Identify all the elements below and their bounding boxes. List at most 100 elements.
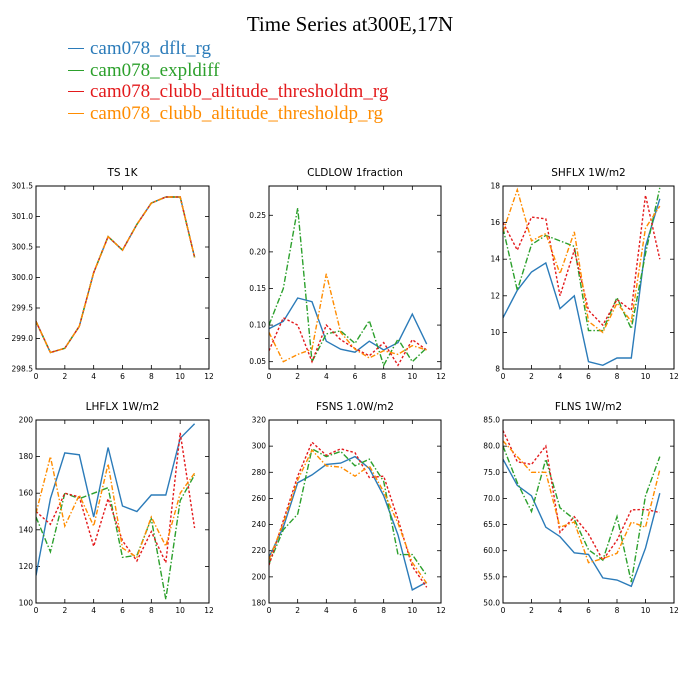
y-tick-label: 301.5 bbox=[12, 182, 34, 191]
x-tick-label: 6 bbox=[120, 606, 125, 615]
x-tick-label: 12 bbox=[204, 372, 214, 381]
y-tick-label: 299.5 bbox=[12, 304, 34, 313]
y-tick-label: 160 bbox=[19, 489, 34, 498]
x-tick-label: 2 bbox=[295, 372, 300, 381]
y-tick-label: 300 bbox=[252, 442, 267, 451]
series-line-4 bbox=[503, 187, 661, 334]
y-tick-label: 299.0 bbox=[12, 334, 34, 343]
series-line-2 bbox=[269, 447, 428, 576]
x-tick-label: 4 bbox=[324, 372, 329, 381]
x-tick-label: 8 bbox=[615, 606, 620, 615]
x-tick-label: 6 bbox=[353, 372, 358, 381]
y-tick-label: 260 bbox=[252, 494, 267, 503]
y-tick-label: 140 bbox=[19, 525, 34, 534]
x-tick-label: 12 bbox=[669, 372, 679, 381]
x-tick-label: 8 bbox=[381, 606, 386, 615]
y-tick-label: 298.5 bbox=[12, 365, 34, 374]
x-tick-label: 2 bbox=[295, 606, 300, 615]
y-tick-label: 100 bbox=[19, 599, 34, 608]
y-tick-label: 200 bbox=[19, 416, 34, 425]
x-tick-label: 6 bbox=[353, 606, 358, 615]
series-line-1 bbox=[503, 198, 661, 367]
series-line-4 bbox=[269, 448, 428, 584]
y-tick-label: 180 bbox=[19, 452, 34, 461]
x-tick-label: 4 bbox=[91, 606, 96, 615]
panel-frame bbox=[268, 419, 442, 604]
panel-frame bbox=[35, 419, 210, 604]
x-tick-label: 10 bbox=[408, 372, 418, 381]
x-tick-label: 10 bbox=[641, 606, 651, 615]
series-line-2 bbox=[36, 474, 196, 600]
x-tick-label: 2 bbox=[62, 606, 67, 615]
series-line-2 bbox=[503, 187, 661, 332]
y-tick-label: 0.25 bbox=[249, 211, 266, 220]
x-tick-label: 0 bbox=[267, 372, 272, 381]
y-tick-label: 75.0 bbox=[483, 468, 500, 477]
x-tick-label: 2 bbox=[529, 606, 534, 615]
series-line-3 bbox=[503, 195, 661, 327]
series-line-1 bbox=[503, 458, 661, 588]
series-line-3 bbox=[503, 430, 660, 562]
series-line-2 bbox=[36, 196, 196, 354]
y-tick-label: 50.0 bbox=[483, 599, 500, 608]
series-line-4 bbox=[36, 456, 196, 559]
x-tick-label: 0 bbox=[501, 372, 506, 381]
panel-frame bbox=[35, 185, 210, 370]
y-tick-label: 240 bbox=[252, 520, 267, 529]
x-tick-label: 4 bbox=[91, 372, 96, 381]
series-line-1 bbox=[36, 423, 196, 576]
x-tick-label: 6 bbox=[586, 606, 591, 615]
series-line-2 bbox=[269, 207, 428, 368]
legend-entry: cam078_dflt_rg bbox=[68, 38, 388, 60]
panel-frame bbox=[502, 185, 675, 370]
legend-label: cam078_clubb_altitude_thresholdp_rg bbox=[90, 102, 384, 124]
y-tick-label: 180 bbox=[252, 599, 267, 608]
x-tick-label: 10 bbox=[408, 606, 418, 615]
legend: cam078_dflt_rg cam078_expldiff cam078_cl… bbox=[68, 38, 388, 124]
y-tick-label: 16 bbox=[490, 218, 500, 227]
y-tick-label: 120 bbox=[19, 562, 34, 571]
x-tick-label: 10 bbox=[175, 606, 185, 615]
x-tick-label: 12 bbox=[204, 606, 214, 615]
series-line-4 bbox=[503, 440, 661, 564]
legend-swatch-dflt bbox=[68, 48, 84, 50]
x-tick-label: 4 bbox=[558, 372, 563, 381]
series-line-1 bbox=[36, 196, 196, 354]
x-tick-label: 12 bbox=[669, 606, 679, 615]
x-tick-label: 12 bbox=[436, 606, 446, 615]
legend-swatch-thresholdp bbox=[68, 112, 84, 114]
y-tick-label: 85.0 bbox=[483, 416, 500, 425]
panel-title: TS 1K bbox=[107, 167, 139, 179]
y-tick-label: 320 bbox=[252, 416, 267, 425]
legend-label: cam078_dflt_rg bbox=[90, 38, 212, 59]
x-tick-label: 2 bbox=[62, 372, 67, 381]
series-line-3 bbox=[36, 196, 196, 354]
x-tick-label: 6 bbox=[120, 372, 125, 381]
legend-entry: cam078_clubb_altitude_thresholdp_rg bbox=[68, 103, 388, 125]
y-tick-label: 280 bbox=[252, 468, 267, 477]
series-line-1 bbox=[269, 455, 428, 591]
legend-label: cam078_clubb_altitude_thresholdm_rg bbox=[90, 81, 389, 102]
y-tick-label: 8 bbox=[495, 365, 500, 374]
y-tick-label: 12 bbox=[490, 291, 500, 300]
series-line-3 bbox=[36, 432, 196, 566]
x-tick-label: 10 bbox=[175, 372, 185, 381]
x-tick-label: 4 bbox=[324, 606, 329, 615]
series-line-1 bbox=[269, 297, 428, 353]
y-tick-label: 300.5 bbox=[12, 243, 34, 252]
panel-title: FLNS 1W/m2 bbox=[555, 401, 622, 413]
series-line-3 bbox=[269, 316, 428, 367]
y-tick-label: 65.0 bbox=[483, 520, 500, 529]
series-line-2 bbox=[503, 445, 661, 583]
y-tick-label: 0.15 bbox=[249, 284, 266, 293]
legend-entry: cam078_expldiff bbox=[68, 60, 388, 82]
x-tick-label: 4 bbox=[558, 606, 563, 615]
y-tick-label: 0.20 bbox=[249, 247, 266, 256]
series-line-4 bbox=[36, 196, 196, 354]
x-tick-label: 0 bbox=[267, 606, 272, 615]
x-tick-label: 10 bbox=[641, 372, 651, 381]
x-tick-label: 6 bbox=[586, 372, 591, 381]
x-tick-label: 12 bbox=[436, 372, 446, 381]
x-tick-label: 8 bbox=[381, 372, 386, 381]
